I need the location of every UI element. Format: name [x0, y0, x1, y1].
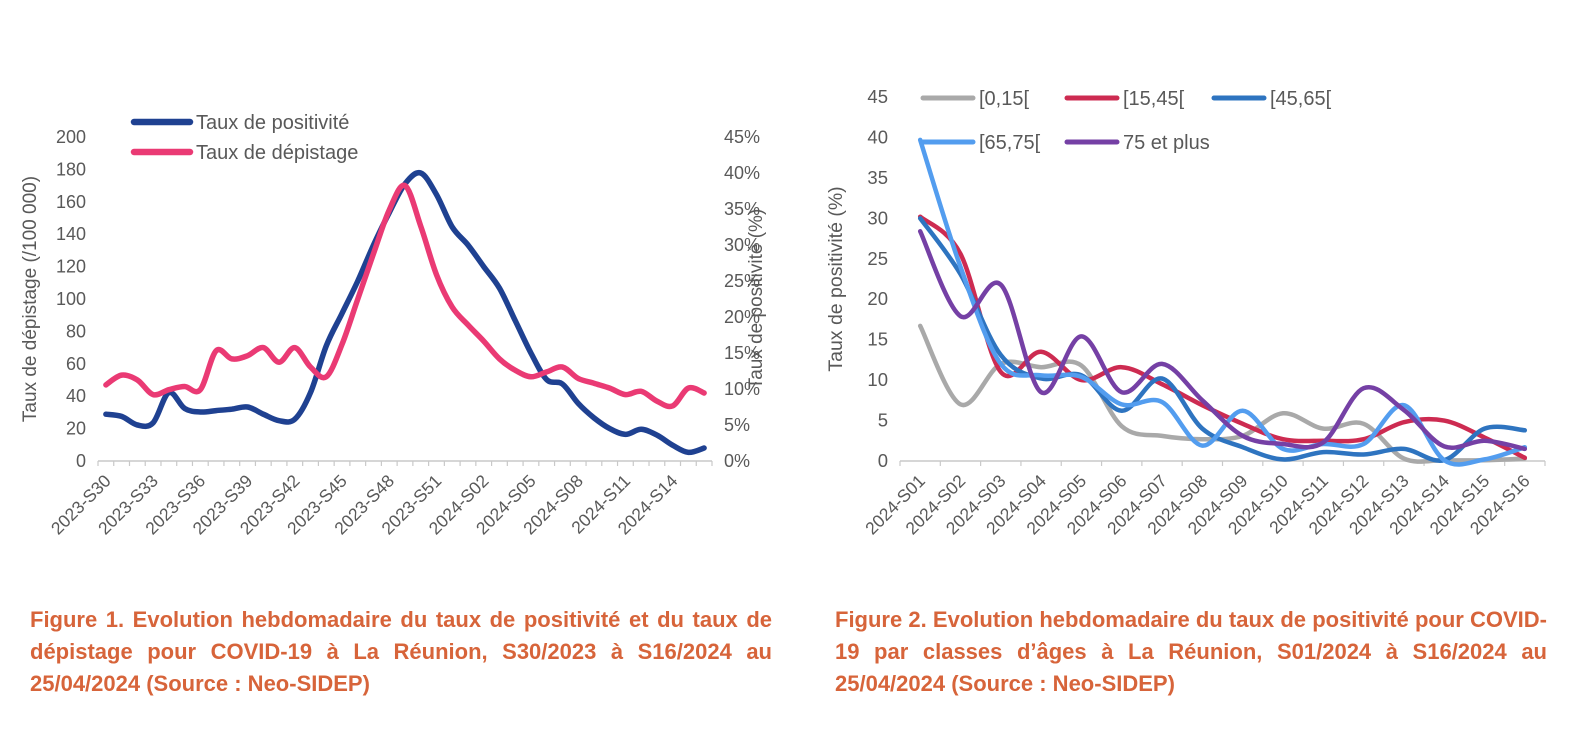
y-left-tick-label: 60 [66, 354, 86, 374]
y-axis-left-labels: 0 20 40 60 80 100 120 140 160 180 200 [56, 127, 86, 471]
x-axis-labels: 2023-S302023-S332023-S362023-S392023-S42… [47, 471, 682, 539]
legend-item-0-15: [0,15[ [920, 88, 1029, 110]
y-left-tick-label: 20 [867, 288, 888, 309]
y-left-tick-label: 120 [56, 257, 86, 277]
legend-label-75-et-plus: 75 et plus [1123, 132, 1210, 154]
y-left-tick-label: 80 [66, 321, 86, 341]
y-left-tick-label: 40 [867, 126, 888, 147]
series-line-taux-de-positivit [103, 169, 707, 456]
series-line-45-65 [917, 216, 1528, 463]
figure1-caption: Figure 1. Evolution hebdomadaire du taux… [30, 607, 772, 696]
y-left-tick-label: 0 [878, 450, 888, 471]
y-left-tick-label: 180 [56, 159, 86, 179]
figure2-chart: 0 5 10 15 20 25 30 35 40 45 Taux de positivité (%)… [825, 86, 1546, 539]
y-left-tick-label: 0 [76, 451, 86, 471]
y-right-axis-title: Taux de positivité (%) [746, 209, 767, 390]
x-axis-labels: 2024-S012024-S022024-S032024-S042024-S05… [861, 471, 1534, 539]
y-left-tick-label: 20 [66, 419, 86, 439]
y-left-axis-title: Taux de dépistage (/100 000) [20, 176, 41, 422]
y-axis-right-labels: 0% 5% 10% 15% 20% 25% 30% 35% 40% 45% [724, 127, 760, 471]
y-left-tick-label: 5 [878, 410, 888, 431]
series-line-taux-de-d-pistage [103, 182, 707, 410]
y-left-tick-label: 200 [56, 127, 86, 147]
y-left-axis-title: Taux de positivité (%) [825, 186, 847, 371]
y-axis-right-title: Taux de positivité (%) [746, 209, 767, 390]
y-right-tick-label: 40% [724, 163, 760, 183]
figure2-caption: Figure 2. Evolution hebdomadaire du taux… [835, 607, 1547, 696]
y-left-tick-label: 30 [867, 207, 888, 228]
y-right-tick-label: 10% [724, 379, 760, 399]
legend-item-65-75: [65,75[ [920, 132, 1041, 154]
y-left-tick-label: 15 [867, 329, 888, 350]
y-left-tick-label: 40 [66, 386, 86, 406]
legend-label-65-75: [65,75[ [979, 132, 1041, 154]
y-right-tick-label: 20% [724, 307, 760, 327]
y-left-tick-label: 35 [867, 167, 888, 188]
y-axis-left-title: Taux de positivité (%) [825, 186, 847, 371]
y-right-tick-label: 15% [724, 343, 760, 363]
series-line-65-75 [917, 137, 1528, 467]
y-right-tick-label: 0% [724, 451, 750, 471]
legend-label-0-15: [0,15[ [979, 88, 1029, 110]
figure1-chart: 0 20 40 60 80 100 120 140 160 180 200 Taux de dépis… [20, 112, 767, 539]
y-right-tick-label: 30% [724, 235, 760, 255]
y-right-tick-label: 5% [724, 415, 750, 435]
y-left-tick-label: 45 [867, 86, 888, 107]
y-left-tick-label: 10 [867, 369, 888, 390]
y-left-tick-label: 25 [867, 248, 888, 269]
x-axis [97, 460, 713, 466]
legend-label-taux-de-d-pistage: Taux de dépistage [196, 142, 358, 164]
legend-item-taux-de-positivit: Taux de positivité [130, 112, 349, 134]
y-left-tick-label: 160 [56, 192, 86, 212]
series-line-75-et-plus [917, 229, 1528, 452]
legend-item-75-et-plus: 75 et plus [1064, 132, 1210, 154]
legend-label-taux-de-positivit: Taux de positivité [196, 112, 349, 134]
y-left-tick-label: 100 [56, 289, 86, 309]
y-left-tick-label: 140 [56, 224, 86, 244]
y-right-tick-label: 35% [724, 199, 760, 219]
y-axis-left-labels: 0 5 10 15 20 25 30 35 40 45 [867, 86, 888, 471]
legend-item-taux-de-d-pistage: Taux de dépistage [130, 142, 358, 164]
legend-label-15-45: [15,45[ [1123, 88, 1185, 110]
legend-label-45-65: [45,65[ [1270, 88, 1332, 110]
y-axis-left-title: Taux de dépistage (/100 000) [20, 176, 41, 422]
legend-item-45-65: [45,65[ [1211, 88, 1332, 110]
y-right-tick-label: 25% [724, 271, 760, 291]
legend-item-15-45: [15,45[ [1064, 88, 1185, 110]
y-right-tick-label: 45% [724, 127, 760, 147]
